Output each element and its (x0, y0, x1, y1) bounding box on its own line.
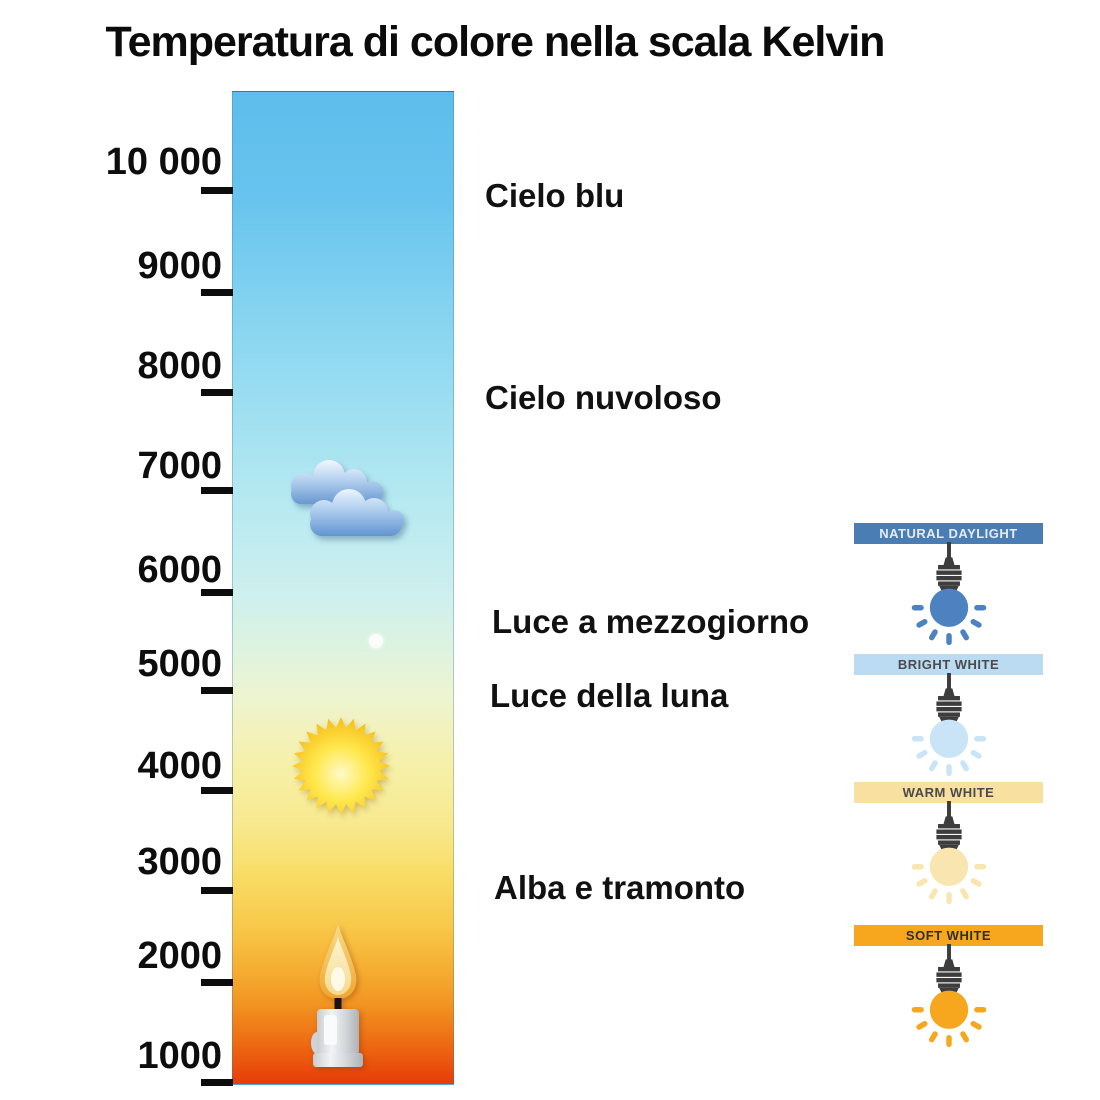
annotation-cielo-blu: Cielo blu (485, 177, 625, 214)
sun-icon (292, 717, 390, 815)
kelvin-gradient-bar (232, 91, 454, 1085)
annotation-alba-e-tramonto: Alba e tramonto (494, 869, 746, 906)
scale-label-8000: 8000 (137, 345, 222, 387)
scale-label-1000: 1000 (137, 1035, 222, 1077)
annotation-cielo-nuvoloso: Cielo nuvoloso (485, 379, 722, 416)
scale-tick-7000 (201, 487, 233, 494)
scale-tick-10000 (201, 187, 233, 194)
annotation-luce-a-mezzogiorno: Luce a mezzogiorno (492, 603, 810, 640)
scale-tick-3000 (201, 887, 233, 894)
legend-banner-natural-daylight: NATURAL DAYLIGHT (854, 523, 1043, 544)
scale-tick-5000 (201, 687, 233, 694)
scale-tick-2000 (201, 979, 233, 986)
legend-panel-natural-daylight: NATURAL DAYLIGHT (854, 523, 1043, 645)
legend-banner-bright-white: BRIGHT WHITE (854, 654, 1043, 675)
scale-label-5000: 5000 (137, 643, 222, 685)
bulb-icon-soft-white (911, 944, 986, 1047)
scale-label-9000: 9000 (137, 245, 222, 287)
scale-tick-8000 (201, 389, 233, 396)
legend-banner-warm-white: WARM WHITE (854, 782, 1043, 803)
bulb-icon-warm-white (911, 801, 986, 904)
scale-label-7000: 7000 (137, 445, 222, 487)
scale-label-3000: 3000 (137, 841, 222, 883)
legend-panel-soft-white: SOFT WHITE (854, 925, 1043, 1047)
scale-tick-1000 (201, 1079, 233, 1086)
scale-label-4000: 4000 (137, 745, 222, 787)
legend-panel-warm-white: WARM WHITE (854, 782, 1043, 904)
scale-tick-4000 (201, 787, 233, 794)
bulb-icon-bright-white (911, 673, 986, 776)
page-title: Temperatura di colore nella scala Kelvin (105, 18, 886, 66)
legend-banner-soft-white: SOFT WHITE (854, 925, 1043, 946)
cloud-icon (291, 460, 404, 536)
legend-panel-bright-white: BRIGHT WHITE (854, 654, 1043, 776)
moon-icon (369, 634, 383, 648)
bulb-icon-natural-daylight (911, 542, 986, 645)
scale-label-6000: 6000 (137, 549, 222, 591)
scale-tick-9000 (201, 289, 233, 296)
scale-label-2000: 2000 (137, 935, 222, 977)
scale-label-10000: 10 000 (105, 141, 222, 183)
scale-tick-6000 (201, 589, 233, 596)
candle-icon (311, 924, 363, 1067)
annotation-luce-della-luna: Luce della luna (490, 677, 729, 714)
